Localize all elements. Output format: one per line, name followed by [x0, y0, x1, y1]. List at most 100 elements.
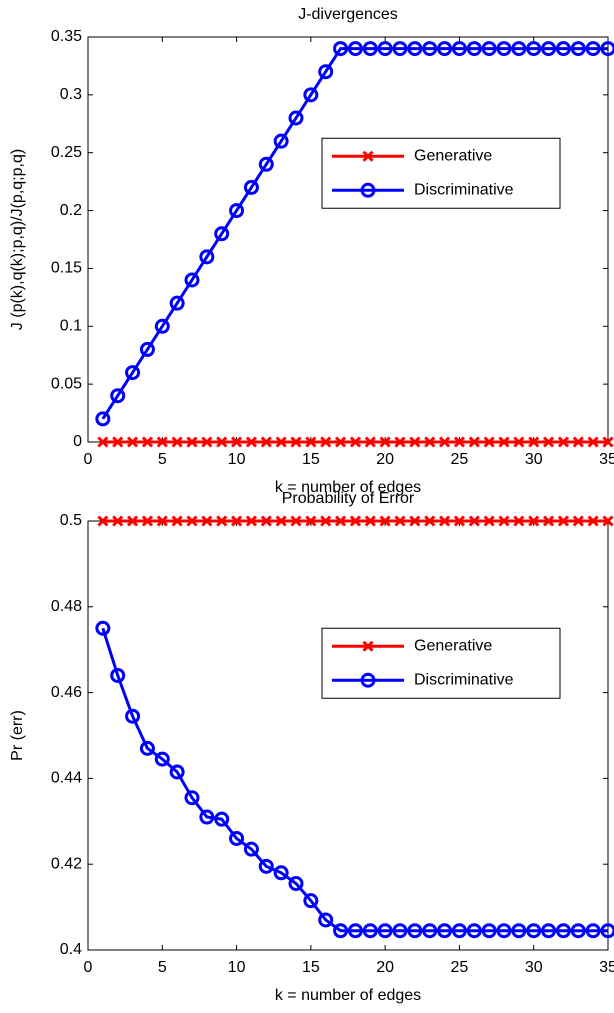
marker-o	[466, 923, 482, 939]
marker-x	[453, 515, 465, 527]
y-tick-label: 0.5	[60, 512, 82, 529]
marker-x	[362, 640, 374, 652]
marker-x	[379, 436, 391, 448]
marker-x	[602, 515, 614, 527]
x-tick-label: 10	[228, 451, 246, 468]
marker-o	[243, 179, 259, 195]
marker-x	[186, 436, 198, 448]
marker-o	[541, 923, 557, 939]
y-tick-label: 0	[73, 433, 82, 450]
marker-o	[169, 764, 185, 780]
marker-o	[541, 41, 557, 57]
marker-o	[184, 272, 200, 288]
marker-x	[320, 436, 332, 448]
marker-x	[483, 436, 495, 448]
marker-x	[424, 515, 436, 527]
y-tick-label: 0.44	[51, 770, 82, 787]
marker-x	[290, 436, 302, 448]
marker-x	[97, 515, 109, 527]
marker-x	[543, 436, 555, 448]
y-tick-label: 0.05	[51, 375, 82, 392]
marker-o	[139, 740, 155, 756]
marker-o	[229, 203, 245, 219]
marker-o	[199, 249, 215, 265]
marker-x	[528, 436, 540, 448]
y-tick-label: 0.25	[51, 144, 82, 161]
marker-o	[110, 667, 126, 683]
marker-o	[125, 365, 141, 381]
marker-x	[231, 436, 243, 448]
plot-area	[87, 520, 609, 951]
marker-o	[154, 751, 170, 767]
marker-o	[407, 923, 423, 939]
marker-x	[572, 436, 584, 448]
marker-o	[347, 923, 363, 939]
marker-x	[245, 436, 257, 448]
marker-o	[451, 923, 467, 939]
marker-x	[156, 515, 168, 527]
legend-label: Generative	[414, 637, 492, 654]
marker-o	[333, 923, 349, 939]
marker-o	[466, 41, 482, 57]
y-tick-label: 0.48	[51, 598, 82, 615]
marker-o	[600, 923, 614, 939]
marker-o	[95, 620, 111, 636]
x-tick-label: 15	[302, 959, 320, 976]
marker-x	[513, 515, 525, 527]
marker-o	[360, 182, 376, 198]
legend-label: Discriminative	[414, 181, 514, 198]
marker-o	[258, 858, 274, 874]
marker-o	[125, 708, 141, 724]
marker-o	[392, 41, 408, 57]
marker-o	[377, 41, 393, 57]
marker-x	[245, 515, 257, 527]
marker-o	[422, 923, 438, 939]
marker-x	[602, 436, 614, 448]
marker-x	[305, 436, 317, 448]
marker-o	[243, 841, 259, 857]
marker-x	[498, 436, 510, 448]
marker-x	[587, 436, 599, 448]
x-tick-label: 35	[599, 959, 614, 976]
x-tick-label: 0	[84, 451, 93, 468]
x-tick-label: 20	[376, 451, 394, 468]
marker-o	[169, 295, 185, 311]
legend-box	[321, 627, 561, 699]
legend-label: Discriminative	[414, 671, 514, 688]
marker-x	[335, 515, 347, 527]
marker-x	[127, 436, 139, 448]
marker-x	[112, 515, 124, 527]
marker-o	[437, 41, 453, 57]
marker-x	[557, 436, 569, 448]
marker-x	[171, 515, 183, 527]
marker-o	[392, 923, 408, 939]
marker-o	[214, 811, 230, 827]
marker-o	[555, 923, 571, 939]
marker-o	[95, 411, 111, 427]
marker-o	[422, 41, 438, 57]
marker-x	[394, 515, 406, 527]
marker-x	[141, 515, 153, 527]
marker-x	[275, 436, 287, 448]
marker-x	[364, 515, 376, 527]
marker-x	[156, 436, 168, 448]
y-tick-label: 0.3	[60, 86, 82, 103]
marker-o	[303, 87, 319, 103]
marker-o	[585, 923, 601, 939]
marker-o	[333, 41, 349, 57]
marker-o	[303, 893, 319, 909]
y-tick-label: 0.2	[60, 202, 82, 219]
x-axis-label: k = number of edges	[275, 987, 421, 1004]
x-tick-label: 30	[525, 451, 543, 468]
x-tick-label: 35	[599, 451, 614, 468]
y-tick-label: 0.35	[51, 28, 82, 45]
marker-x	[320, 515, 332, 527]
x-tick-label: 30	[525, 959, 543, 976]
marker-x	[557, 515, 569, 527]
y-tick-label: 0.1	[60, 318, 82, 335]
marker-x	[468, 436, 480, 448]
marker-x	[572, 515, 584, 527]
marker-o	[229, 830, 245, 846]
marker-o	[362, 41, 378, 57]
